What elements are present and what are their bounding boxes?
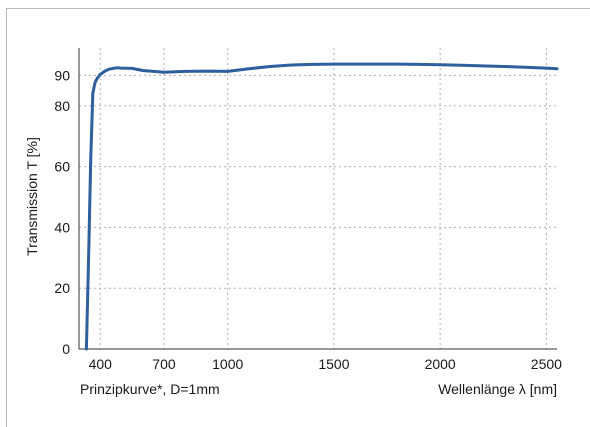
x-tick-label: 2500 (531, 356, 562, 372)
y-tick-label: 80 (54, 98, 70, 114)
y-tick-label: 0 (62, 341, 70, 357)
axes (78, 48, 557, 350)
chart-frame (6, 8, 590, 427)
tick-labels: 0 20 40 60 80 90 400 700 1000 1500 2000 2500 (54, 67, 562, 372)
x-tick-label: 2000 (425, 356, 456, 372)
y-tick-label: 20 (54, 280, 70, 296)
transmission-curve (84, 62, 559, 351)
y-tick-label: 60 (54, 159, 70, 175)
x-tick-label: 1500 (318, 356, 349, 372)
x-tick-label: 700 (152, 356, 176, 372)
curve-caption: Prinzipkurve*, D=1mm (80, 381, 220, 397)
x-tick-label: 400 (89, 356, 113, 372)
grid-lines (79, 48, 557, 349)
x-axis-label: Wellenlänge λ [nm] (438, 381, 557, 397)
y-axis-label: Transmission T [%] (24, 137, 40, 256)
x-tick-label: 1000 (212, 356, 243, 372)
y-tick-label: 90 (54, 67, 70, 83)
y-tick-label: 40 (54, 219, 70, 235)
